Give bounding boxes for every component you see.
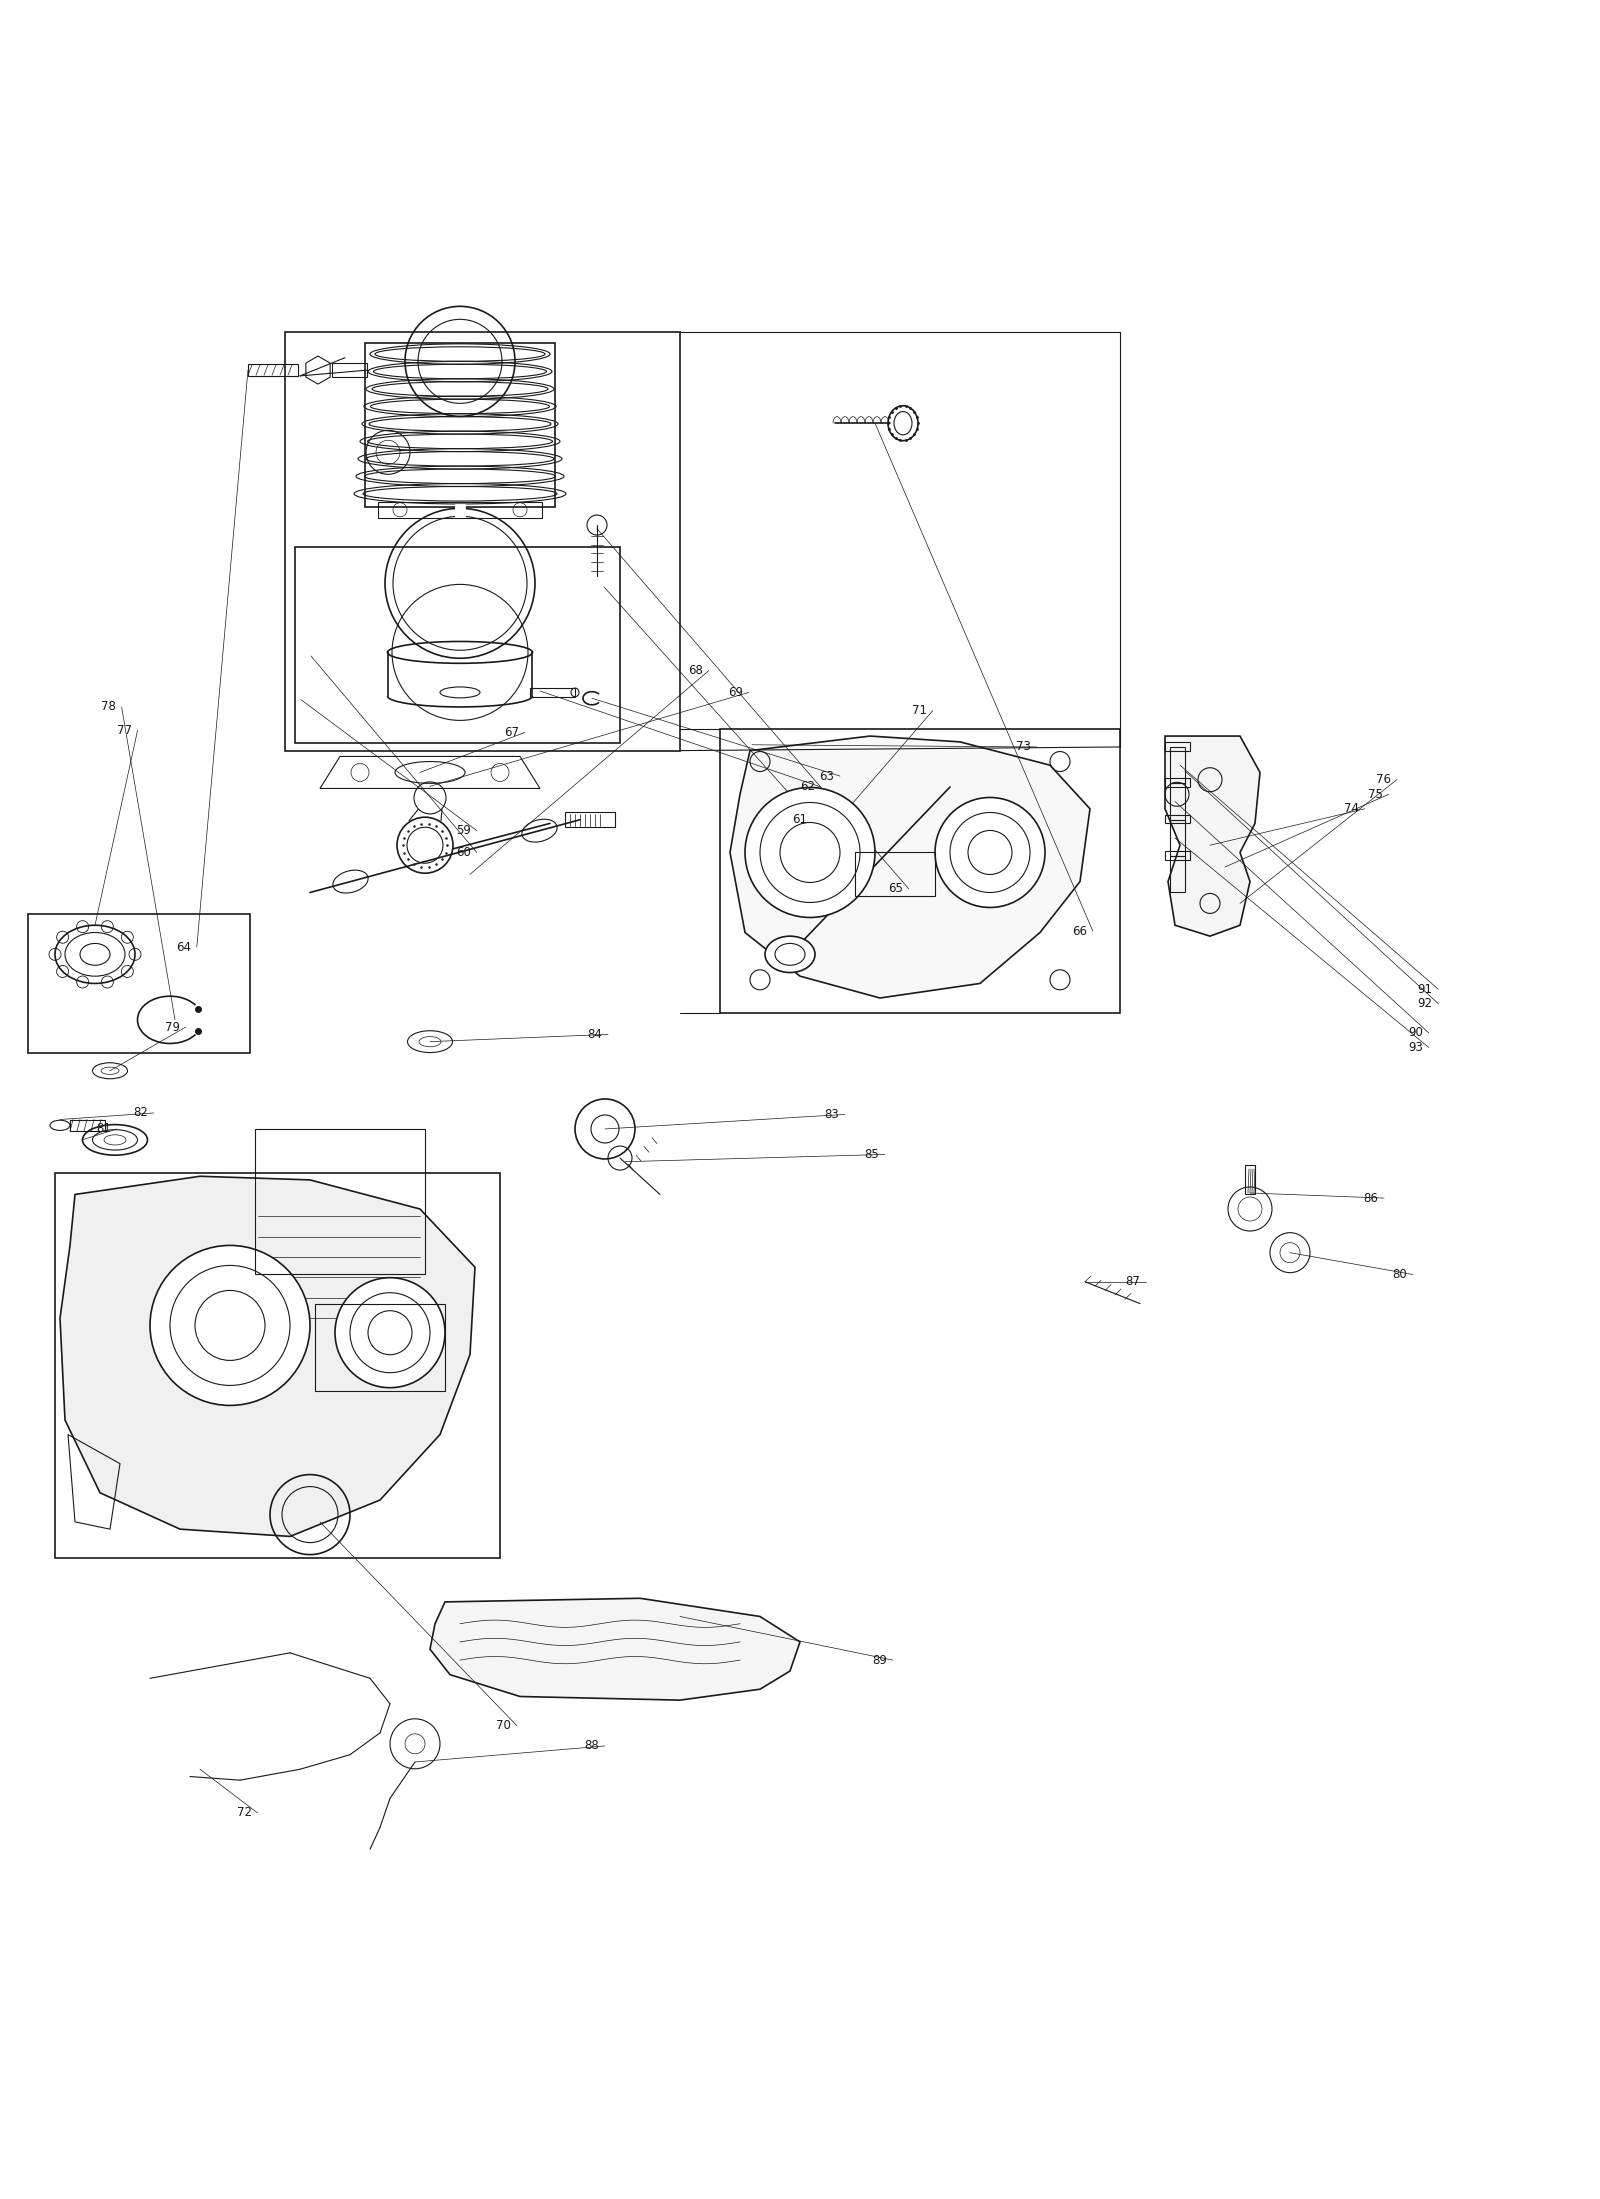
Text: 65: 65 xyxy=(888,882,902,895)
Text: 85: 85 xyxy=(864,1148,878,1161)
Text: 92: 92 xyxy=(1418,998,1432,1009)
Bar xyxy=(1165,741,1190,750)
Text: 87: 87 xyxy=(1125,1275,1139,1289)
Polygon shape xyxy=(1165,737,1261,937)
Circle shape xyxy=(746,787,875,917)
Text: 82: 82 xyxy=(133,1106,147,1119)
Circle shape xyxy=(334,1278,445,1388)
Bar xyxy=(530,688,574,697)
Bar xyxy=(333,363,366,378)
Text: 72: 72 xyxy=(237,1805,251,1819)
Bar xyxy=(1165,851,1190,860)
Polygon shape xyxy=(61,1176,475,1537)
Bar xyxy=(294,548,621,743)
Bar xyxy=(1245,1165,1254,1194)
Text: 91: 91 xyxy=(1418,983,1432,996)
Bar xyxy=(456,504,464,515)
Text: 63: 63 xyxy=(819,770,834,783)
Bar xyxy=(1170,855,1186,893)
Bar xyxy=(1170,748,1186,783)
Text: 68: 68 xyxy=(688,664,702,677)
Text: 77: 77 xyxy=(117,723,131,737)
Bar xyxy=(720,728,1120,1012)
Text: 84: 84 xyxy=(587,1027,602,1040)
Text: 89: 89 xyxy=(872,1654,886,1667)
Bar xyxy=(254,1128,426,1275)
Text: 64: 64 xyxy=(176,941,190,954)
Text: 88: 88 xyxy=(584,1739,598,1753)
Bar xyxy=(565,811,614,827)
Bar xyxy=(1165,778,1190,787)
Text: 59: 59 xyxy=(456,825,470,838)
Text: 74: 74 xyxy=(1344,803,1358,816)
Bar xyxy=(70,1119,106,1130)
Bar xyxy=(285,332,680,750)
Circle shape xyxy=(150,1245,310,1405)
Text: 67: 67 xyxy=(504,726,518,739)
Text: 61: 61 xyxy=(792,814,806,827)
Circle shape xyxy=(934,798,1045,908)
Bar xyxy=(315,1304,445,1392)
Text: 78: 78 xyxy=(101,701,115,712)
Bar xyxy=(378,501,542,517)
Text: 70: 70 xyxy=(496,1720,510,1733)
Bar xyxy=(854,853,934,897)
Text: 90: 90 xyxy=(1408,1027,1422,1040)
Bar xyxy=(1170,783,1186,820)
Text: 93: 93 xyxy=(1408,1040,1422,1053)
Bar xyxy=(29,915,250,1053)
Text: 71: 71 xyxy=(912,704,926,717)
Ellipse shape xyxy=(765,937,814,972)
Bar xyxy=(1165,814,1190,822)
Text: 66: 66 xyxy=(1072,924,1086,937)
Text: 62: 62 xyxy=(800,781,814,794)
Text: 79: 79 xyxy=(165,1020,179,1034)
Bar xyxy=(54,1172,499,1559)
Text: 60: 60 xyxy=(456,847,470,860)
Text: 81: 81 xyxy=(96,1121,110,1135)
Polygon shape xyxy=(430,1599,800,1700)
Bar xyxy=(1170,820,1186,855)
Text: 73: 73 xyxy=(1016,741,1030,754)
Bar xyxy=(365,343,555,506)
Text: 80: 80 xyxy=(1392,1269,1406,1282)
Text: 83: 83 xyxy=(824,1108,838,1121)
Bar xyxy=(248,365,298,376)
Text: 76: 76 xyxy=(1376,774,1390,787)
Text: 86: 86 xyxy=(1363,1192,1378,1205)
Polygon shape xyxy=(730,737,1090,998)
Text: 75: 75 xyxy=(1368,787,1382,800)
Text: 69: 69 xyxy=(728,686,742,699)
